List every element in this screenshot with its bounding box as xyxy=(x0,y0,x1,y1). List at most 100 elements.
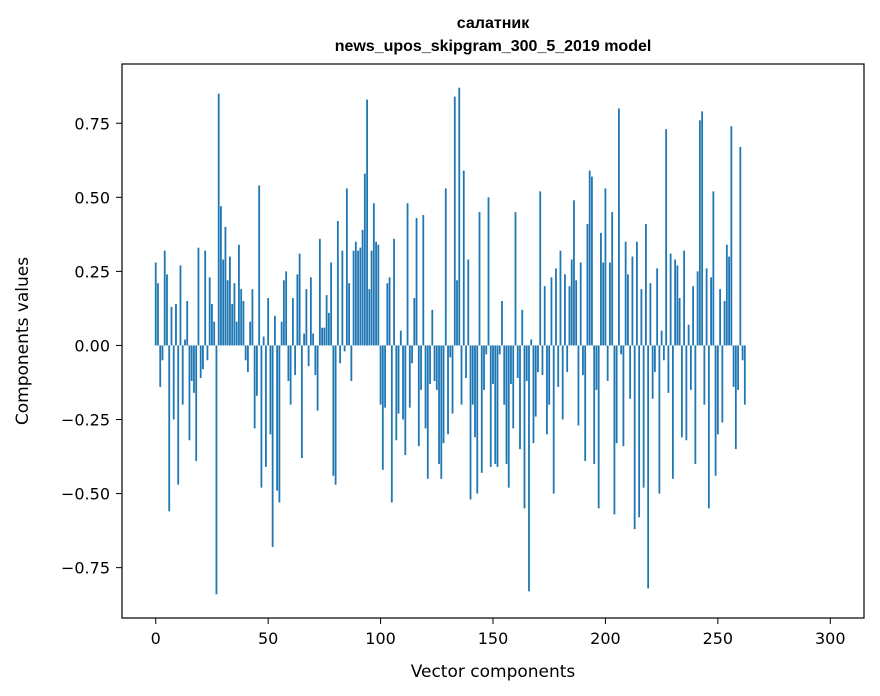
bar-48 xyxy=(262,336,265,346)
bar-142 xyxy=(474,345,476,438)
bar-31 xyxy=(224,226,227,346)
y-tick-label: 0.50 xyxy=(74,188,110,207)
bar-193 xyxy=(588,170,591,346)
bar-188 xyxy=(577,345,580,426)
bar-229 xyxy=(669,253,672,346)
bar-222 xyxy=(653,345,656,373)
bar-40 xyxy=(244,345,247,361)
bar-77 xyxy=(327,312,330,346)
bar-103 xyxy=(386,283,389,346)
bar-49 xyxy=(265,345,267,467)
bar-36 xyxy=(235,321,238,346)
bar-255 xyxy=(728,256,730,346)
bar-87 xyxy=(350,345,353,381)
bar-145 xyxy=(480,345,483,473)
bar-70 xyxy=(312,333,315,346)
bar-205 xyxy=(615,345,618,444)
bar-115 xyxy=(413,298,416,346)
bar-99 xyxy=(377,244,380,346)
x-tick-label: 300 xyxy=(815,629,846,648)
bar-92 xyxy=(361,229,364,346)
bar-139 xyxy=(467,259,470,346)
bar-125 xyxy=(435,345,438,390)
bar-33 xyxy=(229,256,231,346)
bar-19 xyxy=(197,247,200,346)
x-tick-label: 250 xyxy=(703,629,734,648)
bar-93 xyxy=(363,173,366,346)
bar-179 xyxy=(557,345,560,387)
bar-27 xyxy=(215,345,218,595)
bar-176 xyxy=(550,277,553,346)
bar-261 xyxy=(741,345,744,361)
bar-244 xyxy=(703,345,706,405)
bar-129 xyxy=(444,188,447,346)
bar-191 xyxy=(584,345,587,461)
bar-66 xyxy=(303,333,306,346)
bar-127 xyxy=(440,345,443,479)
bar-241 xyxy=(696,271,699,346)
bar-260 xyxy=(739,146,742,346)
bar-155 xyxy=(503,345,506,405)
bar-150 xyxy=(492,345,494,384)
bar-59 xyxy=(287,345,290,381)
bar-119 xyxy=(422,215,425,346)
bar-151 xyxy=(494,345,497,464)
bar-39 xyxy=(242,301,245,346)
bar-210 xyxy=(627,274,629,346)
chart-subtitle: news_upos_skipgram_300_5_2019 model xyxy=(335,38,652,55)
bar-108 xyxy=(397,345,400,414)
bar-212 xyxy=(631,256,634,346)
bar-124 xyxy=(433,345,436,381)
bar-169 xyxy=(534,345,537,417)
bar-218 xyxy=(645,223,647,346)
bar-61 xyxy=(291,298,294,346)
y-tick-label: −0.50 xyxy=(61,485,110,504)
bar-26 xyxy=(213,321,216,346)
bar-171 xyxy=(539,191,542,346)
bar-225 xyxy=(660,330,663,346)
bar-14 xyxy=(186,301,189,346)
bar-117 xyxy=(417,345,420,447)
bar-95 xyxy=(368,289,371,346)
bar-58 xyxy=(285,271,288,346)
bar-116 xyxy=(415,218,418,346)
bar-25 xyxy=(211,303,213,346)
bar-50 xyxy=(267,298,270,346)
bar-180 xyxy=(559,250,562,346)
bar-216 xyxy=(640,289,643,346)
bar-182 xyxy=(564,274,566,346)
bar-154 xyxy=(501,301,503,346)
bar-111 xyxy=(404,345,407,456)
bar-53 xyxy=(274,315,276,346)
bar-104 xyxy=(388,277,391,346)
bar-9 xyxy=(175,303,177,346)
bar-236 xyxy=(685,345,688,441)
bar-11 xyxy=(179,265,182,346)
bar-45 xyxy=(256,345,258,396)
bar-144 xyxy=(478,212,481,346)
bar-101 xyxy=(381,345,384,470)
bar-128 xyxy=(442,345,445,444)
bar-201 xyxy=(606,345,609,381)
bar-233 xyxy=(678,298,681,346)
bar-183 xyxy=(566,345,569,373)
chart-title: салатник xyxy=(457,15,530,32)
bar-231 xyxy=(674,259,677,346)
bar-246 xyxy=(707,345,710,509)
bar-130 xyxy=(447,345,449,435)
bar-41 xyxy=(247,345,249,373)
y-tick-label: 0.00 xyxy=(74,336,110,355)
bar-17 xyxy=(193,345,195,393)
bar-217 xyxy=(642,345,645,488)
bar-240 xyxy=(694,345,697,464)
bar-98 xyxy=(375,241,377,346)
bar-126 xyxy=(438,345,440,464)
bar-230 xyxy=(671,345,674,479)
bar-204 xyxy=(613,345,616,515)
bar-85 xyxy=(345,188,348,346)
bar-89 xyxy=(354,241,357,346)
bar-8 xyxy=(172,345,175,420)
bar-74 xyxy=(321,327,324,346)
bar-153 xyxy=(498,345,501,355)
bar-245 xyxy=(705,268,708,346)
